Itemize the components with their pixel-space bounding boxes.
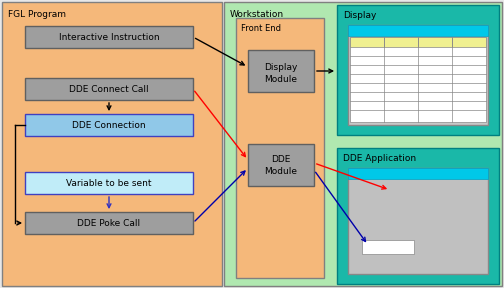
- Bar: [25, 114, 193, 136]
- Text: FGL Program: FGL Program: [8, 10, 66, 19]
- Bar: [248, 144, 314, 186]
- Bar: [224, 2, 502, 286]
- Bar: [25, 78, 193, 100]
- Bar: [2, 2, 222, 286]
- Bar: [350, 37, 384, 47]
- Bar: [384, 37, 418, 47]
- Bar: [348, 25, 488, 125]
- Text: DDE Connect Call: DDE Connect Call: [69, 84, 149, 94]
- Text: Module: Module: [265, 75, 297, 84]
- Bar: [362, 240, 414, 254]
- Bar: [350, 37, 486, 122]
- Text: Display: Display: [343, 11, 376, 20]
- Text: Module: Module: [265, 168, 297, 177]
- Bar: [348, 25, 488, 36]
- Text: DDE Connection: DDE Connection: [72, 120, 146, 130]
- Text: Interactive Instruction: Interactive Instruction: [58, 33, 159, 41]
- Bar: [248, 50, 314, 92]
- Text: Variable to be sent: Variable to be sent: [66, 179, 152, 187]
- Text: Workstation: Workstation: [230, 10, 284, 19]
- Bar: [348, 168, 488, 179]
- Text: DDE: DDE: [271, 156, 291, 164]
- Bar: [25, 212, 193, 234]
- Bar: [452, 37, 486, 47]
- Text: Front End: Front End: [241, 24, 281, 33]
- Text: DDE Poke Call: DDE Poke Call: [78, 219, 141, 228]
- Bar: [25, 26, 193, 48]
- Text: Display: Display: [264, 62, 298, 71]
- Text: DDE Application: DDE Application: [343, 154, 416, 163]
- Bar: [25, 172, 193, 194]
- Bar: [418, 37, 452, 47]
- Bar: [236, 18, 324, 278]
- Bar: [348, 168, 488, 274]
- Bar: [337, 5, 499, 135]
- Bar: [337, 148, 499, 284]
